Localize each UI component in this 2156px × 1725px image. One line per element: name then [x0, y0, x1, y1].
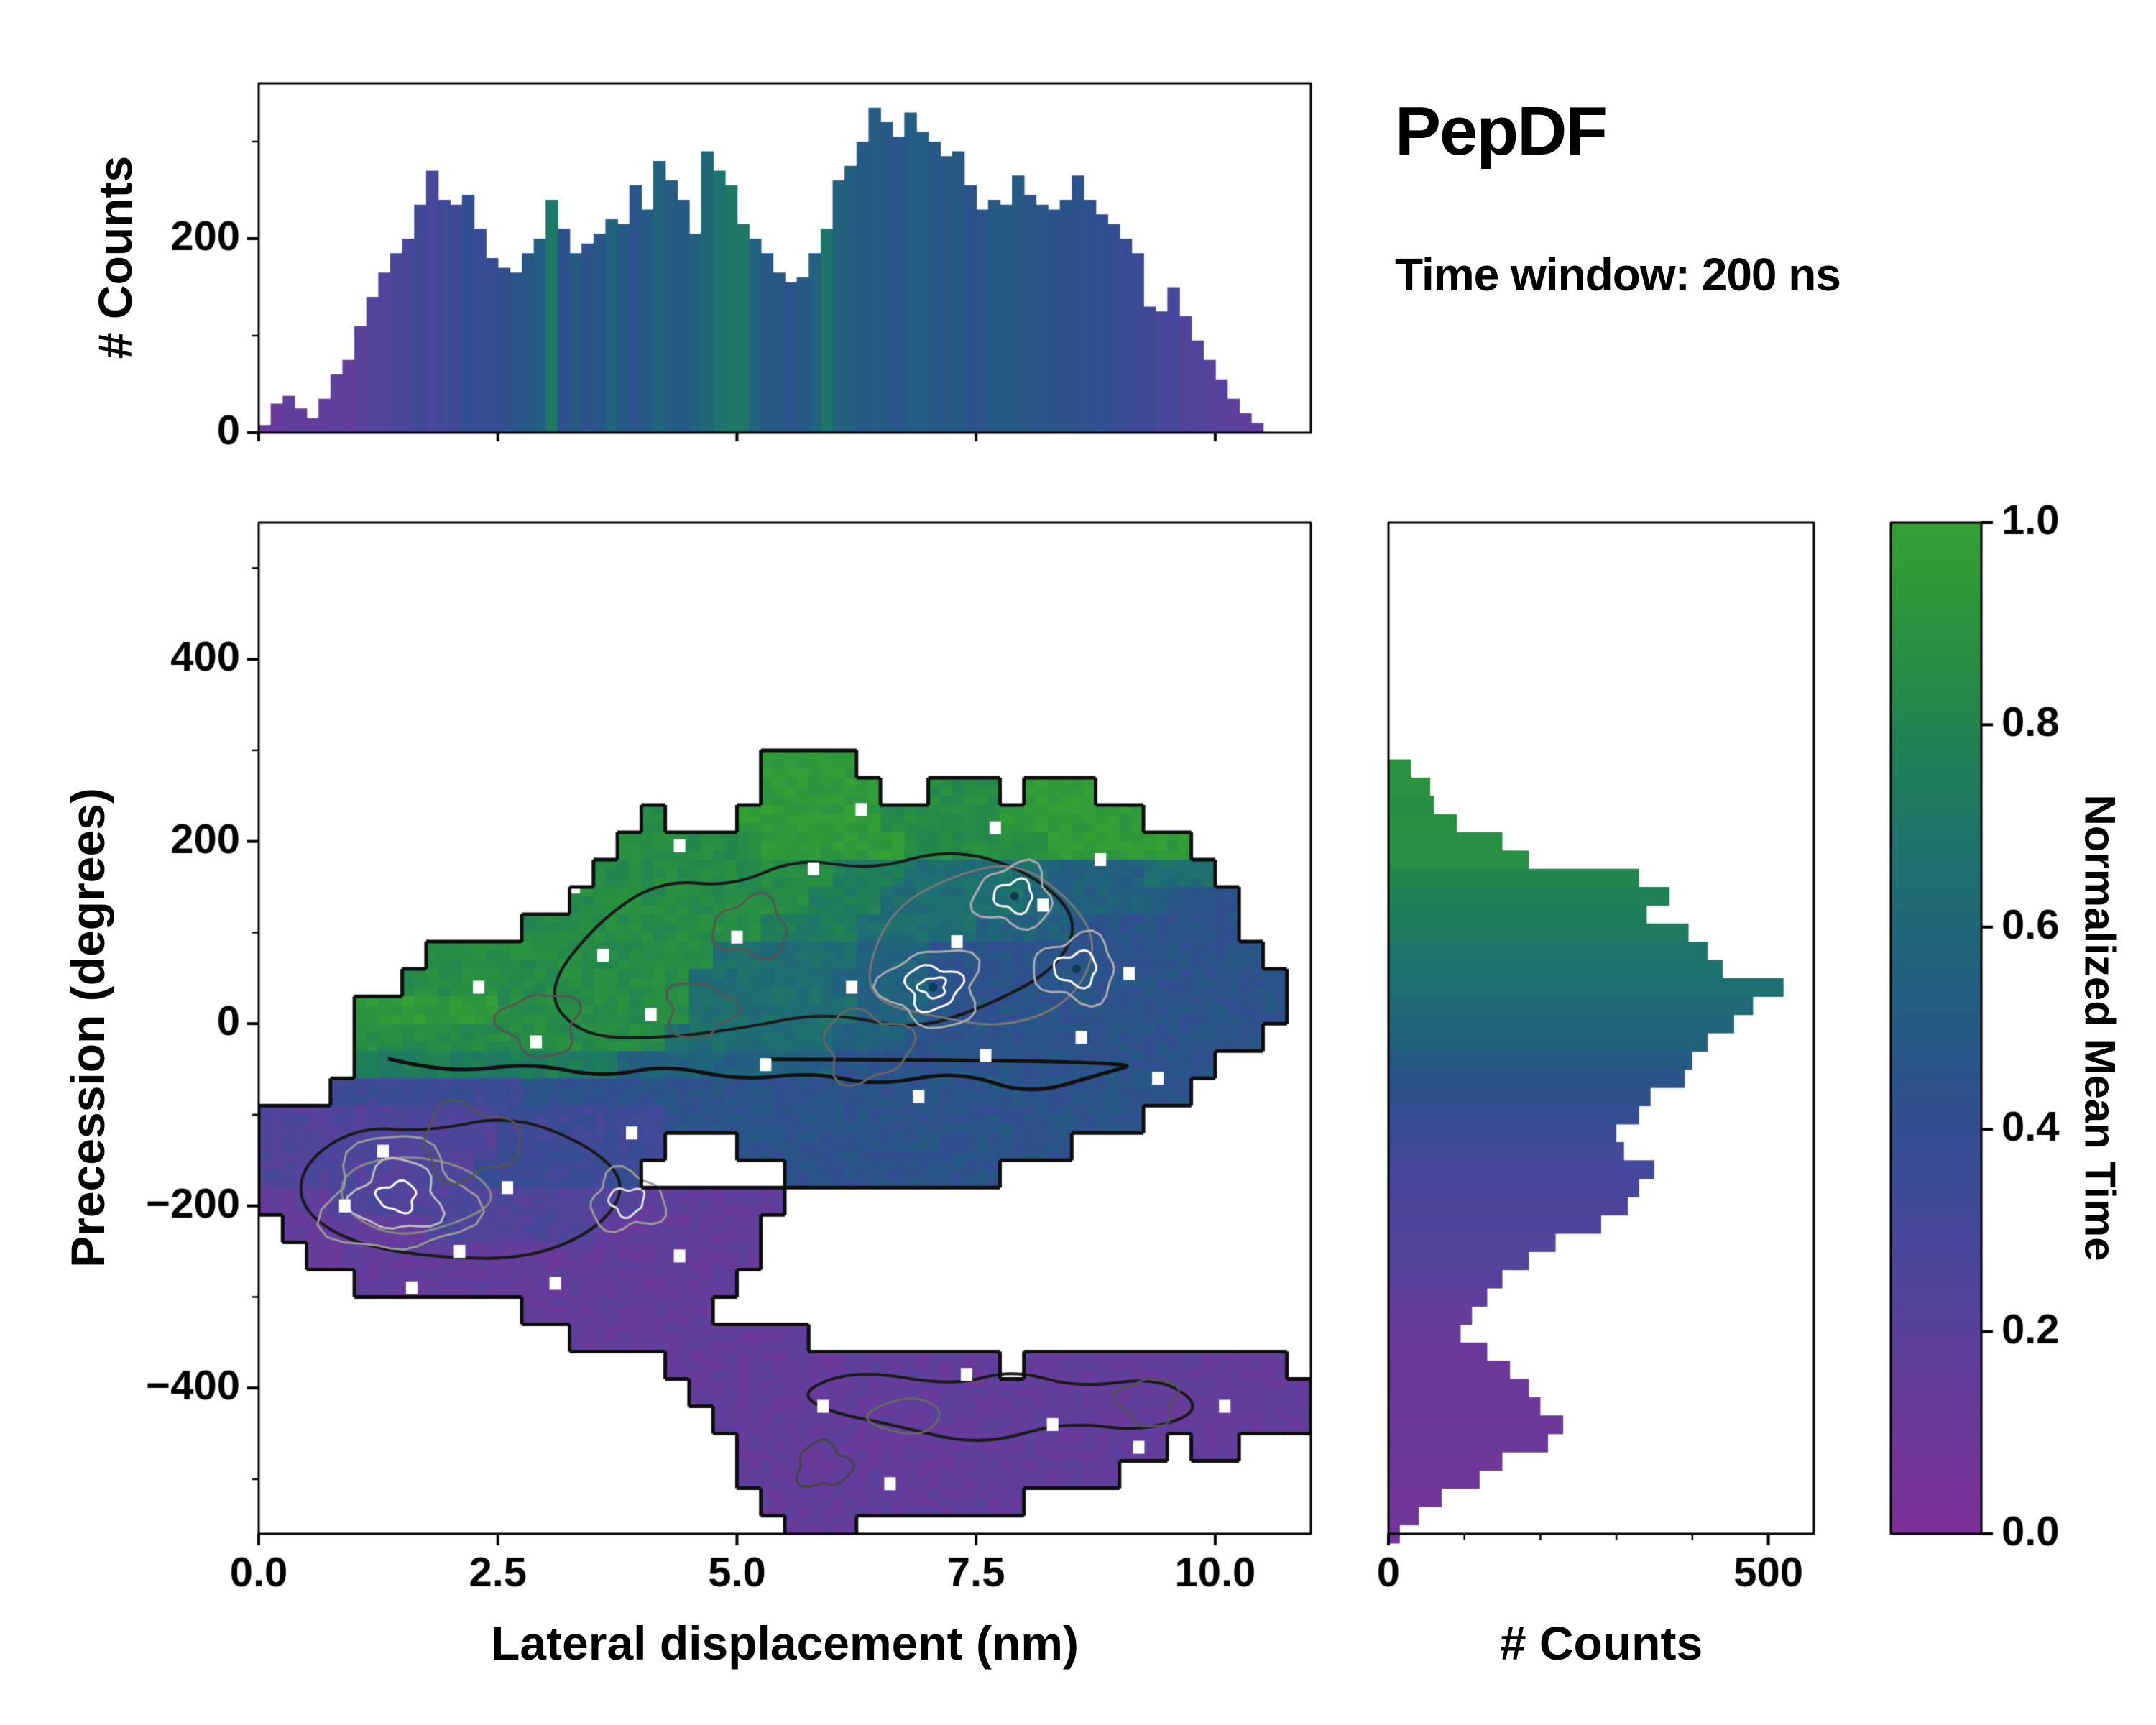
- plot-title: PepDF: [1395, 93, 1608, 170]
- main-xlabel: Lateral displacement (nm): [491, 1616, 1079, 1670]
- top-hist-ylabel: # Counts: [88, 155, 142, 359]
- main-ylabel: Precession (degrees): [61, 788, 114, 1268]
- colorbar-label: Normalized Mean Time: [2076, 794, 2124, 1261]
- right-hist-xlabel: # Counts: [1499, 1616, 1703, 1670]
- plot-subtitle: Time window: 200 ns: [1395, 249, 1841, 300]
